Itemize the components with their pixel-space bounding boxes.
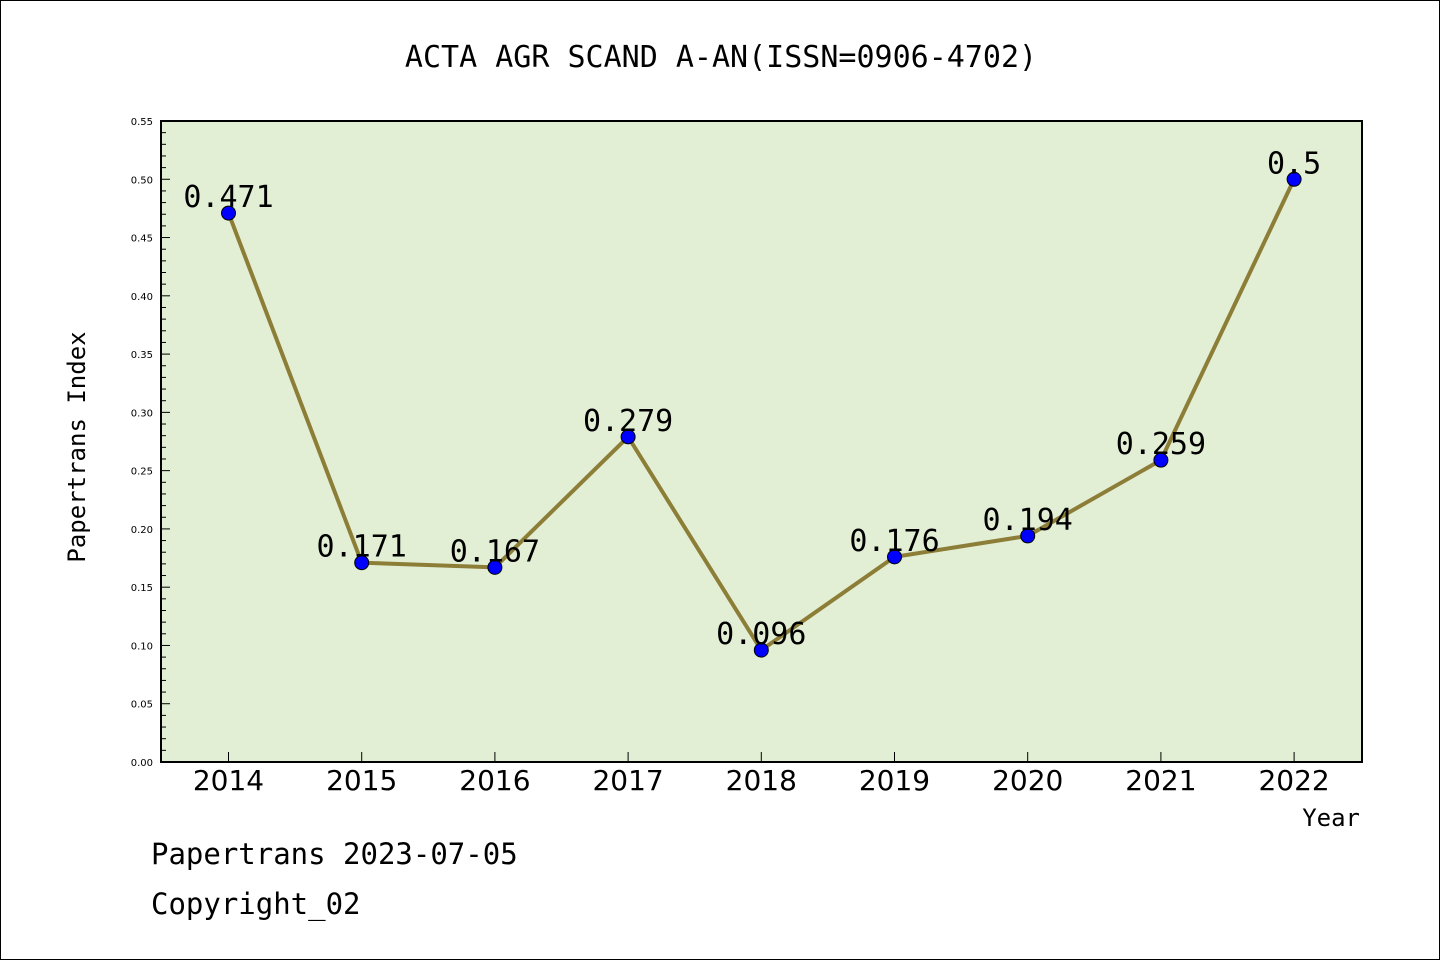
footer-copyright: Copyright_02 <box>151 887 361 921</box>
data-label: 0.471 <box>183 180 273 215</box>
x-tick-label: 2021 <box>1125 764 1196 797</box>
data-label: 0.171 <box>317 530 407 565</box>
y-tick-label: 0.45 <box>131 234 153 245</box>
data-point <box>753 642 769 658</box>
y-tick-label: 0.10 <box>131 641 153 652</box>
y-tick-label: 0.35 <box>131 350 153 361</box>
data-label: 0.194 <box>983 503 1073 538</box>
data-label: 0.279 <box>583 404 673 439</box>
x-tick-label: 2016 <box>459 764 530 797</box>
data-label: 0.176 <box>849 524 939 559</box>
y-axis-label: Papertrans Index <box>63 331 91 562</box>
data-point <box>1286 171 1302 187</box>
data-point <box>354 555 370 571</box>
x-tick-label: 2020 <box>992 764 1063 797</box>
y-tick-label: 0.00 <box>131 758 153 769</box>
x-tick-label: 2019 <box>859 764 930 797</box>
data-point <box>887 549 902 565</box>
y-tick-label: 0.50 <box>131 175 153 186</box>
y-tick-label: 0.30 <box>131 408 153 419</box>
chart-title: ACTA AGR SCAND A-AN(ISSN=0906-4702) <box>405 40 1037 75</box>
data-label: 0.167 <box>450 534 540 569</box>
y-tick-label: 0.55 <box>131 117 153 128</box>
footer-date: Papertrans 2023-07-05 <box>151 837 518 871</box>
data-point <box>620 429 636 445</box>
y-tick-label: 0.20 <box>131 525 153 536</box>
data-labels: 0.471 0.171 0.167 0.279 0.096 0.176 0.194 0.259… <box>183 146 1321 652</box>
data-markers <box>221 171 1302 658</box>
data-label: 0.259 <box>1116 427 1206 462</box>
x-tick-label: 2014 <box>193 764 264 797</box>
x-tick-label: 2017 <box>592 764 663 797</box>
data-point <box>1020 528 1036 544</box>
y-tick-label: 0.15 <box>131 583 153 594</box>
y-tick-label: 0.05 <box>131 700 153 711</box>
x-axis-label: Year <box>1302 804 1360 832</box>
data-point <box>1153 452 1169 468</box>
data-label: 0.096 <box>716 617 806 652</box>
x-tick-label: 2018 <box>726 764 797 797</box>
y-tick-label: 0.25 <box>131 467 153 478</box>
data-point <box>221 205 236 221</box>
x-axis: 2014 2015 2016 2017 2018 2019 2020 2021 2022 <box>193 752 1330 797</box>
y-tick-label: 0.40 <box>131 292 153 303</box>
data-point <box>487 559 503 575</box>
y-axis: 0.00 0.05 0.10 0.15 0.20 0.25 0.30 0.35 0.40 0.45… <box>131 117 170 769</box>
data-label: 0.5 <box>1267 146 1321 181</box>
x-tick-label: 2022 <box>1258 764 1329 797</box>
x-tick-label: 2015 <box>326 764 397 797</box>
